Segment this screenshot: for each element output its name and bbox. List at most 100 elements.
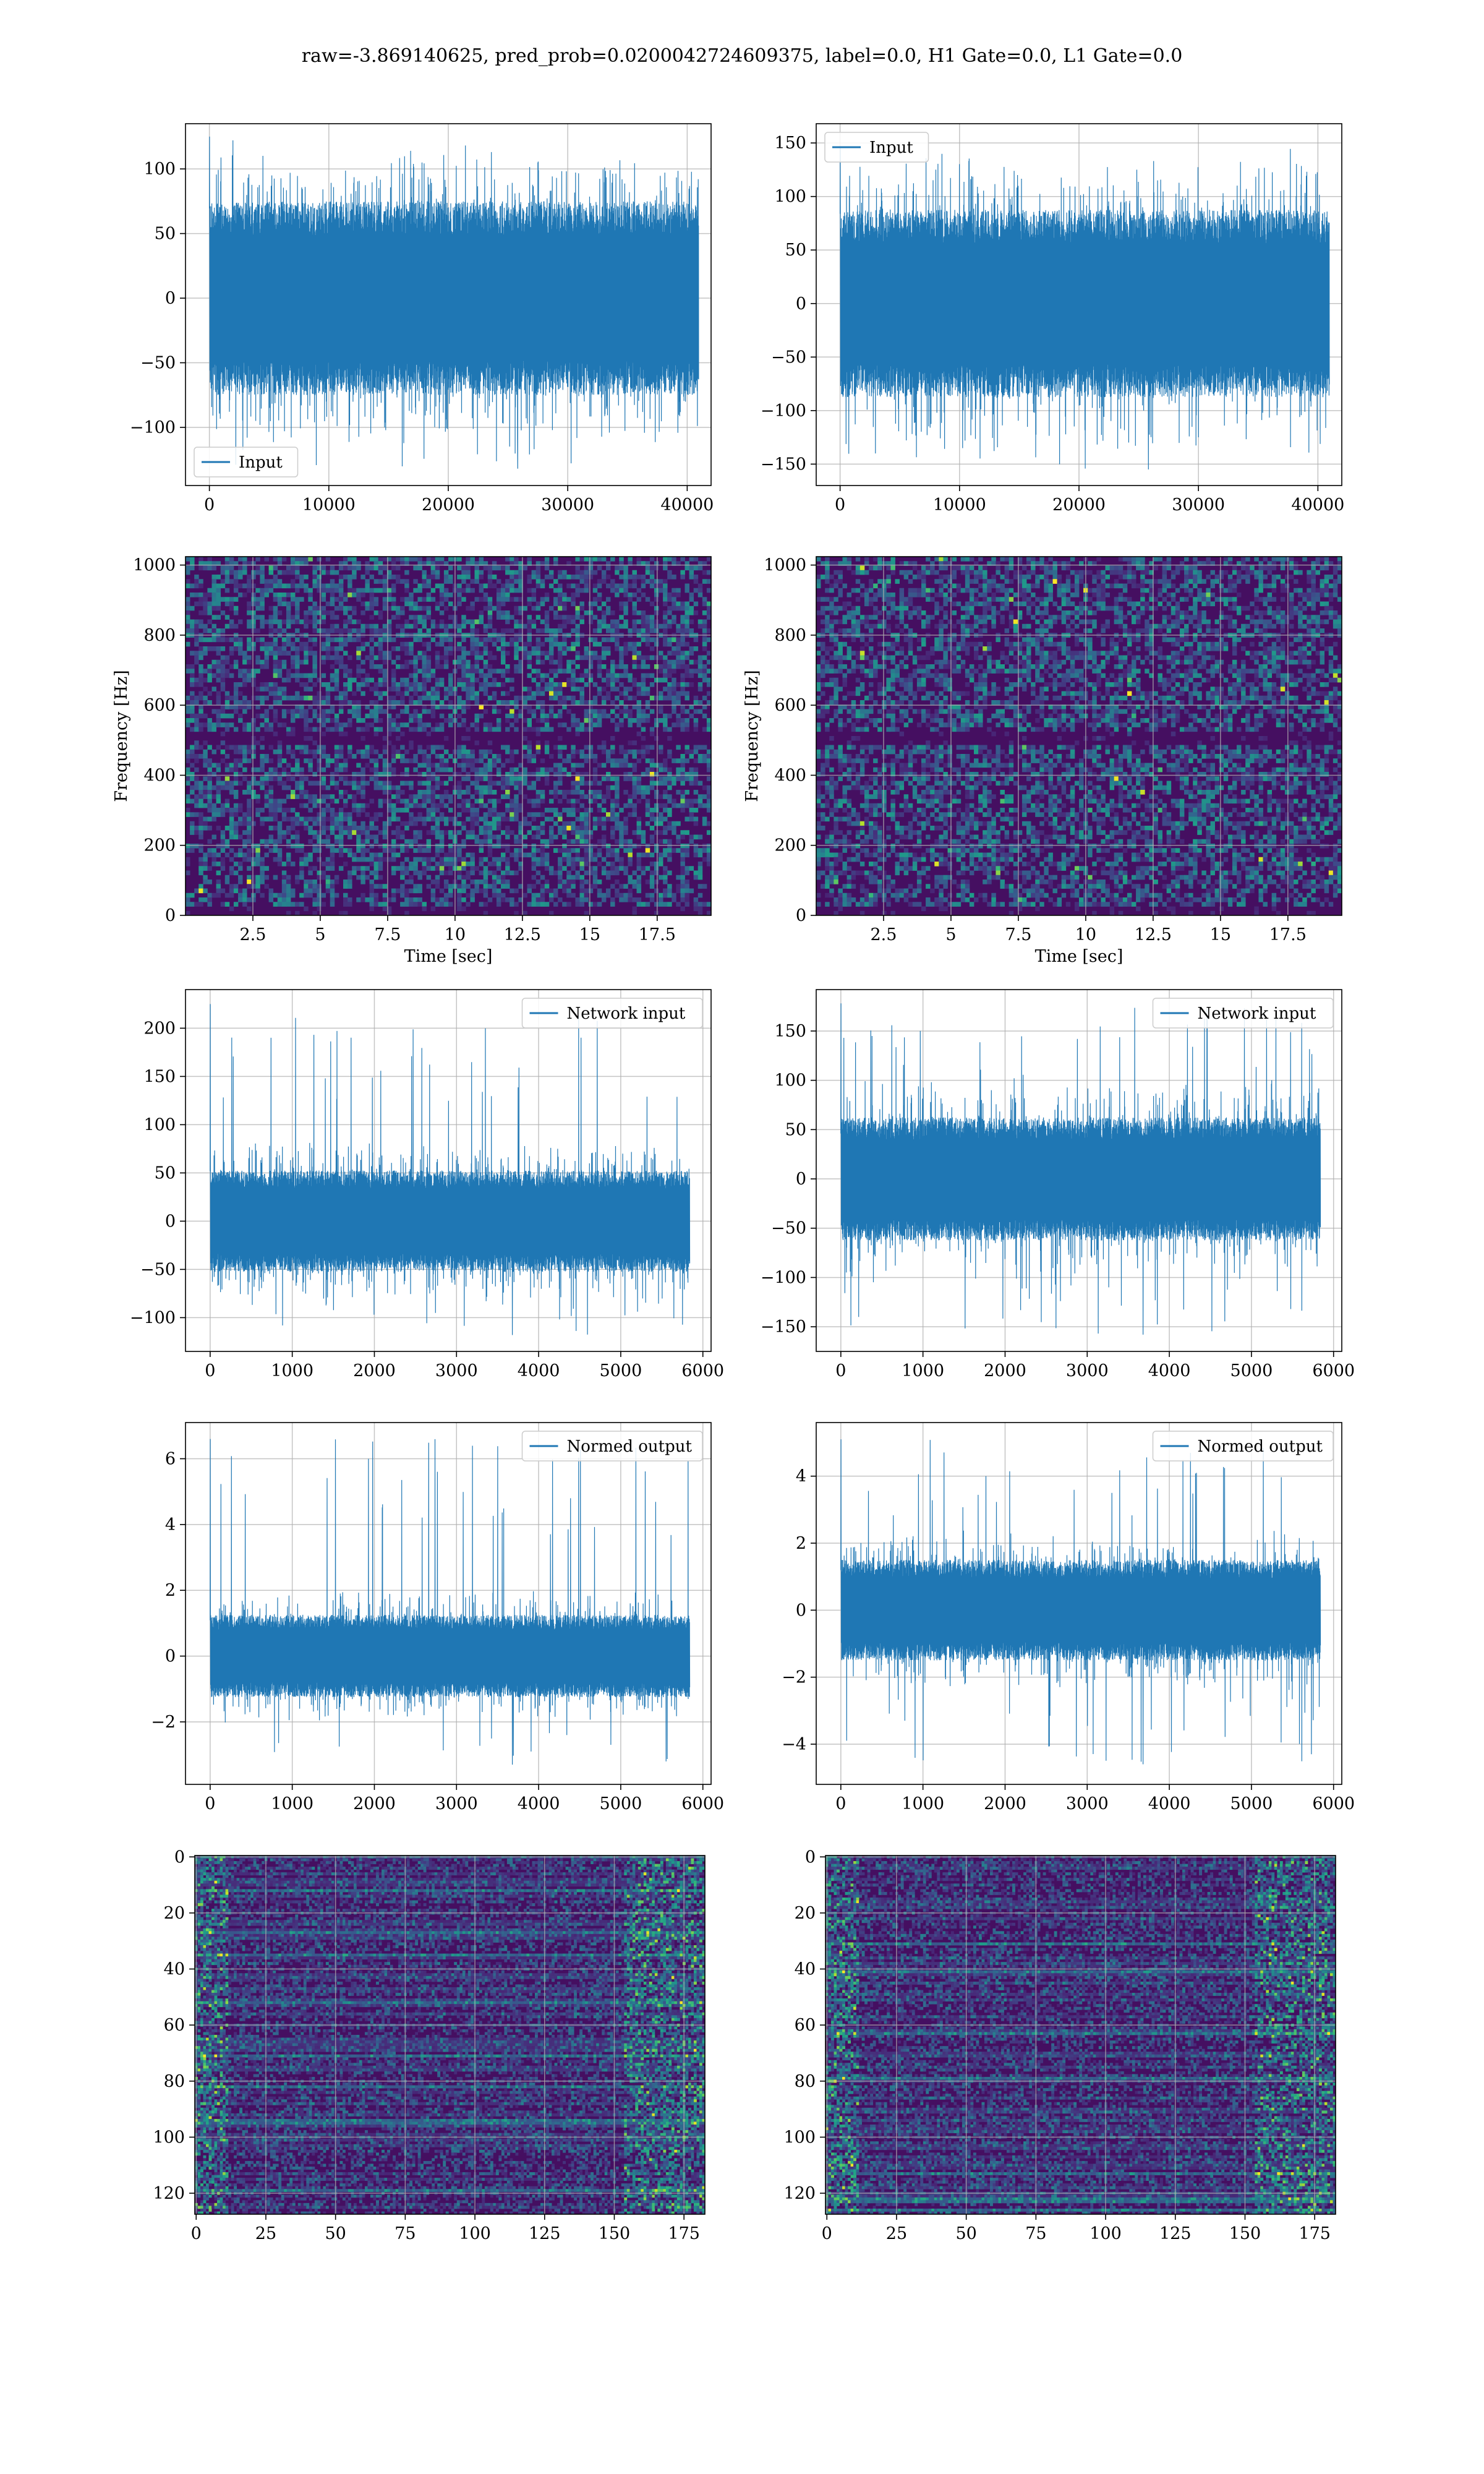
heatmap-cell (514, 749, 519, 755)
heatmap-cell (487, 615, 493, 620)
heatmap-cell (470, 682, 475, 687)
heatmap-cell (492, 565, 497, 571)
heatmap-cell (610, 583, 615, 589)
heatmap-cell (636, 709, 642, 714)
heatmap-cell (386, 790, 392, 795)
heatmap-cell (693, 695, 699, 701)
heatmap-cell (676, 651, 681, 656)
heatmap-cell (277, 610, 283, 615)
heatmap-cell (348, 884, 352, 889)
heatmap-cell (448, 866, 453, 871)
heatmap-cell (277, 857, 283, 862)
heatmap-cell (238, 803, 243, 808)
heatmap-cell (268, 839, 274, 844)
heatmap-cell (584, 781, 589, 786)
heatmap-cell (255, 606, 260, 611)
heatmap-cell (295, 664, 300, 669)
heatmap-cell (544, 673, 550, 678)
heatmap-cell (659, 857, 663, 862)
heatmap-cell (409, 593, 414, 597)
heatmap-cell (343, 812, 348, 817)
heatmap-cell (295, 830, 300, 835)
heatmap-cell (251, 669, 256, 674)
heatmap-cell (531, 857, 537, 862)
heatmap-cell (571, 892, 576, 898)
heatmap-cell (584, 848, 589, 853)
heatmap-cell (409, 862, 414, 867)
heatmap-cell (501, 880, 506, 884)
heatmap-cell (439, 848, 445, 853)
heatmap-cell (238, 583, 243, 589)
heatmap-cell (623, 826, 628, 831)
heatmap-cell (619, 655, 624, 661)
heatmap-cell (672, 700, 676, 705)
heatmap-cell (584, 646, 589, 651)
heatmap-cell (689, 808, 694, 813)
heatmap-cell (522, 718, 527, 723)
heatmap-cell (649, 758, 655, 763)
heatmap-cell (505, 713, 510, 719)
heatmap-cell (224, 561, 230, 566)
heatmap-cell (527, 722, 532, 727)
heatmap-cell (466, 700, 471, 705)
heatmap-cell (654, 641, 659, 647)
heatmap-cell (286, 610, 291, 615)
heatmap-cell (378, 754, 383, 759)
heatmap-cell (697, 593, 703, 597)
heatmap-cell (365, 803, 370, 808)
heatmap-cell (396, 727, 401, 732)
heatmap-cell (413, 673, 418, 678)
heatmap-cell (615, 641, 620, 647)
heatmap-cell (492, 790, 497, 795)
heatmap-cell (251, 597, 256, 602)
heatmap-cell (413, 794, 418, 799)
heatmap-cell (487, 790, 493, 795)
heatmap-cell (562, 844, 567, 849)
heatmap-cell (470, 619, 475, 625)
heatmap-cell (382, 772, 388, 777)
heatmap-cell (654, 637, 659, 643)
heatmap-cell (247, 821, 252, 826)
heatmap-cell (588, 704, 594, 709)
heatmap-cell (693, 790, 699, 795)
heatmap-cell (224, 695, 230, 701)
heatmap-cell (273, 610, 278, 615)
heatmap-cell (496, 866, 501, 871)
heatmap-cell (203, 749, 208, 755)
heatmap-cell (299, 641, 304, 647)
heatmap-cell (233, 772, 239, 777)
heatmap-cell (672, 722, 676, 727)
heatmap-cell (492, 888, 497, 894)
series-line (209, 136, 699, 469)
heatmap-cell (636, 700, 642, 705)
heatmap-cell (435, 767, 440, 773)
heatmap-cell (641, 754, 646, 759)
heatmap-cell (680, 848, 685, 853)
heatmap-cell (268, 727, 274, 732)
heatmap-cell (211, 565, 216, 571)
x-tick-label: 30000 (541, 495, 594, 515)
heatmap-cell (343, 798, 348, 804)
heatmap-cell (373, 713, 379, 719)
heatmap-cell (317, 745, 322, 750)
heatmap-cell (496, 772, 501, 777)
heatmap-cell (540, 700, 545, 705)
heatmap-cell (553, 561, 558, 566)
heatmap-cell (308, 736, 313, 741)
heatmap-cell (448, 601, 453, 607)
heatmap-cell (343, 623, 348, 629)
heatmap-cell (330, 781, 335, 786)
heatmap-cell (457, 655, 462, 661)
heatmap-cell (242, 812, 247, 817)
heatmap-cell (510, 812, 514, 817)
heatmap-cell (527, 745, 532, 750)
heatmap-cell (373, 597, 379, 602)
heatmap-cell (277, 749, 283, 755)
heatmap-cell (396, 606, 401, 611)
heatmap-cell (592, 852, 598, 858)
heatmap-cell (439, 588, 445, 593)
heatmap-cell (295, 821, 300, 826)
heatmap-cell (400, 754, 405, 759)
heatmap-cell (649, 834, 655, 840)
heatmap-cell (273, 892, 278, 898)
